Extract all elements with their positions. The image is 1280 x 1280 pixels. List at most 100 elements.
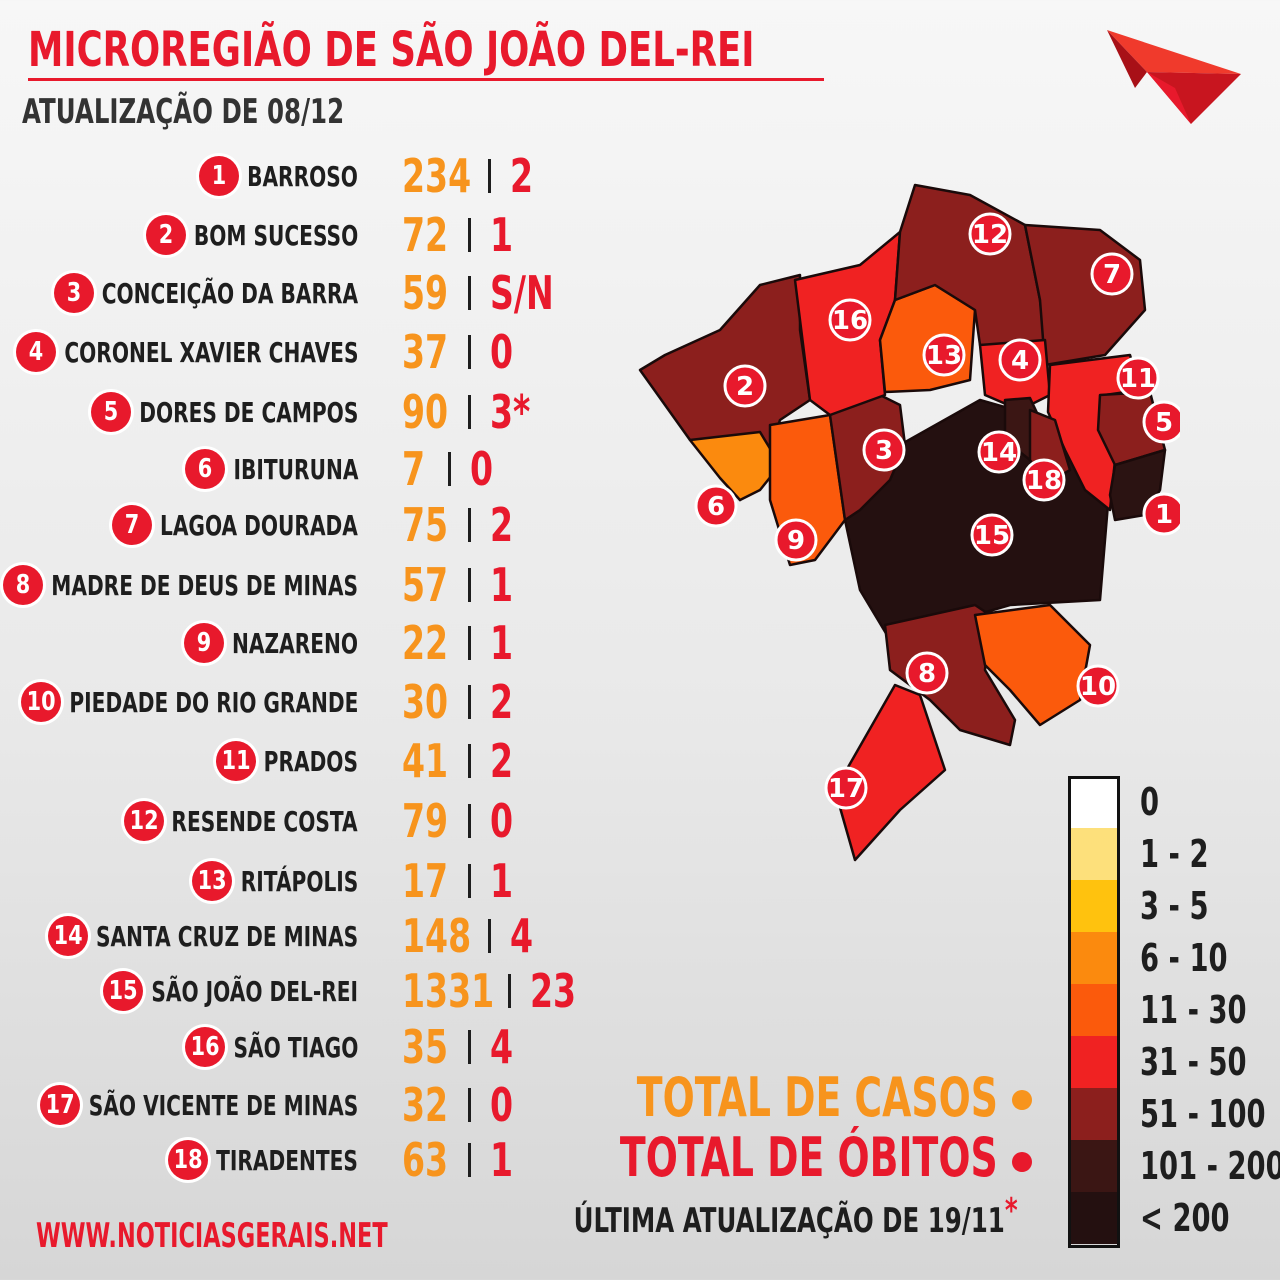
case-count: 1331 (402, 964, 495, 1018)
map-badge-1: 1 (1142, 492, 1180, 536)
case-count: 63 (402, 1133, 449, 1187)
number-badge-text: 12 (129, 806, 159, 836)
number-badge: 16 (185, 1027, 226, 1067)
number-badge: 2 (145, 215, 186, 255)
map-badge-17: 17 (824, 766, 868, 810)
municipality-name: SÃO JOÃO DEL-REI (151, 974, 358, 1008)
case-count: 57 (402, 558, 449, 612)
svg-text:2: 2 (736, 372, 754, 402)
municipality-name: MADRE DE DEUS DE MINAS (51, 568, 358, 602)
svg-text:17: 17 (828, 774, 864, 804)
map-badge-15: 15 (970, 513, 1014, 557)
municipality-label: 18 TIRADENTES (168, 1135, 358, 1185)
municipality-label: 8 MADRE DE DEUS DE MINAS (3, 560, 358, 610)
number-badge-text: 13 (197, 866, 227, 896)
death-count: 2 (490, 675, 514, 729)
number-badge-text: 14 (53, 921, 83, 951)
number-badge-text: 4 (28, 337, 44, 367)
number-badge-text: 6 (197, 454, 213, 484)
municipality-label: 7 LAGOA DOURADA (112, 500, 358, 550)
map-region-6 (688, 430, 782, 502)
separator-bar (488, 159, 491, 193)
municipality-label: 14 SANTA CRUZ DE MINAS (47, 911, 358, 961)
separator-bar (468, 804, 471, 838)
separator-bar (468, 395, 471, 429)
municipality-name: DORES DE CAMPOS (138, 395, 358, 429)
number-badge-text: 9 (196, 628, 212, 658)
case-count: 75 (402, 498, 449, 552)
legend-swatch (1068, 984, 1120, 1036)
municipality-label: 4 CORONEL XAVIER CHAVES (15, 327, 358, 377)
separator-bar (468, 1088, 471, 1122)
municipality-row: 15 SÃO JOÃO DEL-REI 1331 23 (0, 964, 640, 1018)
municipality-label: 12 RESENDE COSTA (123, 796, 358, 846)
svg-text:5: 5 (1155, 408, 1173, 438)
municipality-label: 11 PRADOS (215, 736, 358, 786)
case-count: 32 (402, 1078, 449, 1132)
municipality-name: NAZARENO (232, 626, 358, 660)
map-badge-5: 5 (1142, 400, 1180, 444)
legend-swatch (1068, 828, 1120, 880)
number-badge: 14 (47, 916, 88, 956)
map-badge-13: 13 (922, 333, 966, 377)
municipality-label: 10 PIEDADE DO RIO GRANDE (20, 677, 358, 727)
number-badge: 4 (15, 332, 56, 372)
separator-bar (468, 626, 471, 660)
case-count: 72 (402, 208, 449, 262)
map-badge-10: 10 (1076, 664, 1120, 708)
municipality-row: 2 BOM SUCESSO 72 1 (0, 208, 640, 262)
map-badge-16: 16 (828, 298, 872, 342)
municipality-row: 18 TIRADENTES 63 1 (0, 1133, 640, 1187)
total-deaths-label: TOTAL DE ÓBITOS (620, 1126, 998, 1189)
separator-bar (468, 744, 471, 778)
case-count: 148 (402, 909, 472, 963)
case-count: 90 (402, 385, 449, 439)
death-count: 0 (470, 442, 494, 496)
municipality-label: 15 SÃO JOÃO DEL-REI (103, 966, 358, 1016)
municipality-label: 1 BARROSO (199, 151, 358, 201)
website-url[interactable]: WWW.NOTICIASGERAIS.NET (36, 1216, 388, 1256)
svg-text:8: 8 (918, 659, 936, 689)
death-count: 0 (490, 794, 514, 848)
svg-text:1: 1 (1155, 500, 1173, 530)
number-badge-text: 1 (211, 161, 227, 191)
municipality-label: 5 DORES DE CAMPOS (90, 387, 358, 437)
legend-label: 6 - 10 (1140, 936, 1228, 980)
case-count: 79 (402, 794, 449, 848)
municipality-row: 12 RESENDE COSTA 79 0 (0, 794, 640, 848)
legend-label: 3 - 5 (1140, 884, 1209, 928)
death-count: 1 (490, 854, 514, 908)
legend-label: < 200 (1140, 1196, 1230, 1240)
map-badge-9: 9 (774, 518, 818, 562)
svg-text:15: 15 (974, 521, 1010, 551)
legend-swatch (1068, 1192, 1120, 1244)
svg-text:10: 10 (1080, 672, 1116, 702)
svg-text:14: 14 (981, 438, 1017, 468)
municipality-row: 4 CORONEL XAVIER CHAVES 37 0 (0, 325, 640, 379)
legend-swatch (1068, 1088, 1120, 1140)
title-underline (28, 78, 824, 81)
municipality-label: 16 SÃO TIAGO (185, 1022, 358, 1072)
number-badge-text: 11 (221, 746, 251, 776)
case-count: 7 (402, 442, 426, 496)
death-count: 0 (490, 325, 514, 379)
legend-label: 0 (1140, 780, 1160, 824)
municipality-label: 6 IBITURUNA (185, 444, 358, 494)
total-cases-dot (1012, 1090, 1032, 1110)
municipality-row: 7 LAGOA DOURADA 75 2 (0, 498, 640, 552)
death-count: 1 (490, 1133, 514, 1187)
number-badge-text: 16 (190, 1032, 220, 1062)
death-count: 1 (490, 208, 514, 262)
number-badge: 13 (192, 861, 233, 901)
svg-text:13: 13 (926, 341, 962, 371)
death-count: 0 (490, 1078, 514, 1132)
number-badge: 8 (3, 565, 44, 605)
death-count: 2 (510, 149, 534, 203)
municipality-name: LAGOA DOURADA (160, 508, 358, 542)
death-count: 2 (490, 734, 514, 788)
legend-swatch (1068, 932, 1120, 984)
separator-bar (448, 452, 451, 486)
legend-label: 1 - 2 (1140, 832, 1209, 876)
municipality-name: IBITURUNA (233, 452, 358, 486)
number-badge: 10 (20, 682, 61, 722)
